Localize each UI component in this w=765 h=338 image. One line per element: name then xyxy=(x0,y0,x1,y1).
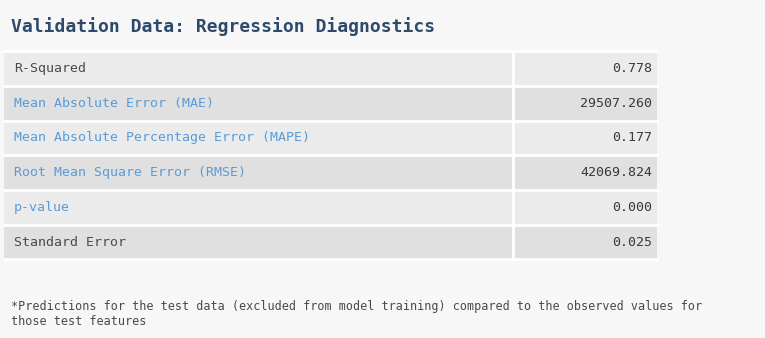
Text: 0.177: 0.177 xyxy=(612,131,652,145)
Text: Mean Absolute Percentage Error (MAPE): Mean Absolute Percentage Error (MAPE) xyxy=(14,131,310,145)
FancyBboxPatch shape xyxy=(4,190,656,225)
Text: 29507.260: 29507.260 xyxy=(580,97,652,110)
Text: 0.000: 0.000 xyxy=(612,201,652,214)
Text: 42069.824: 42069.824 xyxy=(580,166,652,179)
FancyBboxPatch shape xyxy=(4,225,656,259)
FancyBboxPatch shape xyxy=(4,51,656,86)
FancyBboxPatch shape xyxy=(4,155,656,190)
Text: p-value: p-value xyxy=(14,201,70,214)
FancyBboxPatch shape xyxy=(4,86,656,121)
Text: *Predictions for the test data (excluded from model training) compared to the ob: *Predictions for the test data (excluded… xyxy=(11,300,702,328)
Text: Standard Error: Standard Error xyxy=(14,236,126,248)
Text: Root Mean Square Error (RMSE): Root Mean Square Error (RMSE) xyxy=(14,166,246,179)
Text: R-Squared: R-Squared xyxy=(14,62,86,75)
FancyBboxPatch shape xyxy=(4,121,656,155)
Text: Mean Absolute Error (MAE): Mean Absolute Error (MAE) xyxy=(14,97,214,110)
Text: Validation Data: Regression Diagnostics: Validation Data: Regression Diagnostics xyxy=(11,17,435,36)
Text: 0.025: 0.025 xyxy=(612,236,652,248)
Text: 0.778: 0.778 xyxy=(612,62,652,75)
